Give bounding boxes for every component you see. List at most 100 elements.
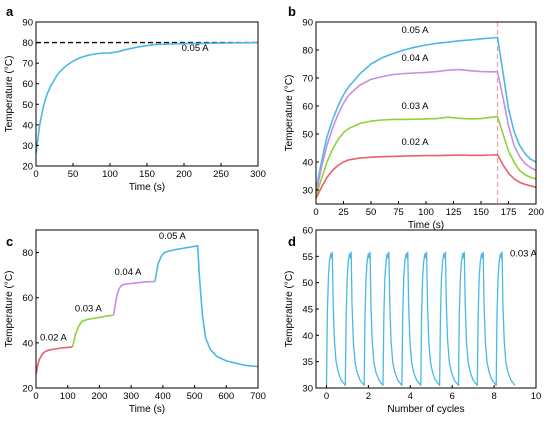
x-tick-label: 6 (450, 391, 455, 402)
x-tick-label: 50 (366, 207, 377, 218)
x-tick-label: 25 (338, 207, 349, 218)
x-tick-label: 175 (501, 207, 517, 218)
y-tick-label: 55 (302, 252, 313, 263)
y-tick-label: 35 (302, 357, 313, 368)
x-tick-label: 150 (139, 169, 155, 180)
x-tick-label: 400 (155, 391, 171, 402)
y-tick-label: 80 (302, 46, 313, 57)
y-tick-label: 70 (22, 59, 33, 70)
series-annotation: 0.02 A (402, 137, 430, 148)
y-axis-label: Temperature (°C) (4, 271, 15, 348)
series-annotation: 0.03 A (510, 248, 538, 259)
panel-a: a 0 50 100 150 200 250 300 20 30 40 50 60 70 80 90 Time … (4, 4, 266, 193)
x-tick-label: 4 (408, 391, 413, 402)
series-annotation: 0.05 A (402, 25, 430, 36)
x-tick-label: 0 (313, 207, 318, 218)
series-annotation: 0.05 A (182, 43, 210, 54)
panel-letter-b: b (288, 4, 296, 19)
y-tick-label: 20 (22, 384, 33, 395)
x-tick-label: 50 (68, 169, 79, 180)
y-axis-label: Temperature (°C) (284, 271, 295, 348)
series-annotation: 0.03 A (402, 101, 430, 112)
panel-letter-c: c (6, 234, 13, 249)
y-axis-label: Temperature (°C) (284, 75, 295, 152)
panel-c: c 0 100 200 300 400 500 600 700 20 40 60 80 Time (s) T… (4, 229, 266, 415)
panel-b: b 0 25 50 75 100 125 150 175 200 30 40 50 60 70 80 90 Tim… (284, 4, 544, 231)
y-tick-label: 90 (22, 18, 33, 29)
series-annotation: 0.05 A (159, 231, 187, 242)
x-tick-label: 0 (33, 391, 38, 402)
series-line-0-03-a (316, 115, 536, 196)
x-tick-label: 0 (324, 391, 329, 402)
plot-area-a (36, 41, 258, 154)
y-tick-label: 40 (22, 120, 33, 131)
series-line-0-02-a (316, 153, 536, 199)
y-tick-label: 30 (302, 384, 313, 395)
y-tick-label: 50 (22, 100, 33, 111)
series-annotation: 0.04 A (402, 53, 430, 64)
y-axis-label: Temperature (°C) (4, 56, 15, 133)
axes-frame-c (35, 229, 259, 389)
x-tick-label: 200 (176, 169, 192, 180)
x-axis-label: Number of cycles (387, 404, 464, 415)
x-tick-label: 300 (123, 391, 139, 402)
panel-letter-a: a (6, 4, 14, 19)
y-tick-label: 40 (302, 331, 313, 342)
y-tick-label: 60 (22, 79, 33, 90)
x-axis-label: Time (s) (129, 404, 165, 415)
y-tick-label: 60 (302, 102, 313, 113)
series-line-0-05-a (36, 41, 258, 154)
plot-area-d (325, 251, 516, 387)
x-axis-label: Time (s) (408, 220, 444, 231)
series-annotation: 0.02 A (40, 333, 68, 344)
x-tick-label: 600 (218, 391, 234, 402)
series-line-0-02-a (36, 346, 73, 375)
y-tick-label: 70 (302, 74, 313, 85)
series-line-0-04-a (112, 280, 155, 316)
series-line-cycling (325, 251, 516, 387)
x-tick-label: 75 (393, 207, 404, 218)
axes-frame-b (315, 21, 537, 205)
y-tick-label: 50 (302, 130, 313, 141)
y-tick-label: 90 (302, 18, 313, 29)
series-line-0-04-a (316, 68, 536, 193)
series-annotation: 0.04 A (114, 267, 142, 278)
y-tick-label: 60 (302, 226, 313, 237)
x-tick-label: 8 (491, 391, 496, 402)
series-line-0-05-a (316, 36, 536, 191)
y-tick-label: 80 (22, 248, 33, 259)
x-tick-label: 100 (102, 169, 118, 180)
y-tick-label: 40 (302, 158, 313, 169)
y-tick-label: 50 (302, 278, 313, 289)
x-tick-label: 250 (213, 169, 229, 180)
series-annotation: 0.03 A (75, 303, 103, 314)
y-tick-label: 30 (22, 141, 33, 152)
x-tick-label: 100 (60, 391, 76, 402)
series-line-0-05-a (154, 245, 258, 368)
plot-area-b (316, 22, 536, 204)
x-tick-label: 10 (531, 391, 542, 402)
y-tick-label: 80 (22, 38, 33, 49)
x-tick-label: 150 (473, 207, 489, 218)
series-line-0-03-a (71, 314, 114, 348)
y-tick-label: 20 (22, 162, 33, 173)
x-tick-label: 300 (250, 169, 266, 180)
y-tick-label: 60 (22, 293, 33, 304)
x-tick-label: 200 (91, 391, 107, 402)
y-tick-label: 40 (22, 338, 33, 349)
x-tick-label: 700 (250, 391, 266, 402)
x-tick-label: 500 (187, 391, 203, 402)
panel-letter-d: d (288, 234, 296, 249)
y-tick-label: 45 (302, 305, 313, 316)
x-tick-label: 200 (528, 207, 544, 218)
x-tick-label: 2 (366, 391, 371, 402)
panel-d: d 0 2 4 6 8 10 30 35 40 45 50 55 60 Number of cycles Te… (284, 226, 541, 416)
x-tick-label: 100 (418, 207, 434, 218)
x-tick-label: 125 (446, 207, 462, 218)
x-axis-label: Time (s) (129, 182, 165, 193)
x-tick-label: 0 (33, 169, 38, 180)
plot-area-c (36, 245, 258, 375)
y-tick-label: 30 (302, 186, 313, 197)
